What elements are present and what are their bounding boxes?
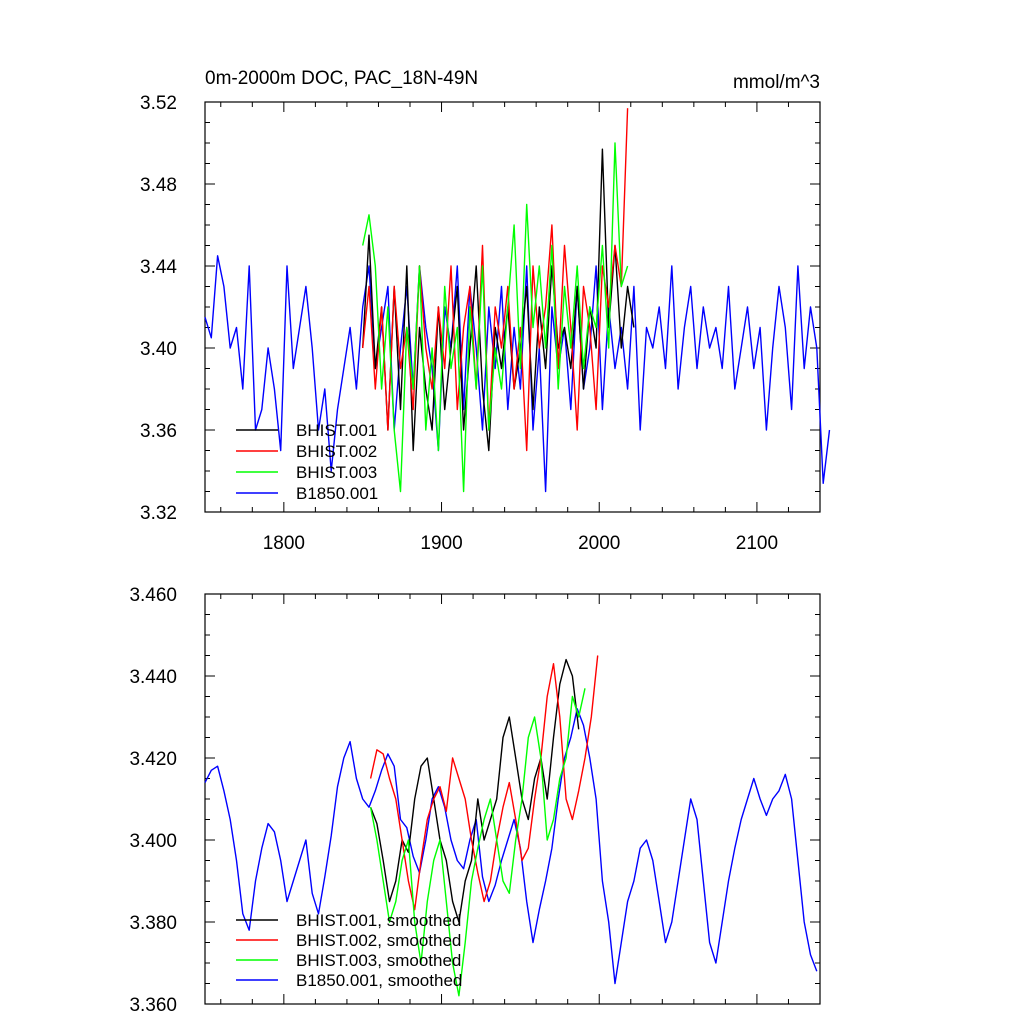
y-tick-label: 3.420 — [129, 749, 177, 770]
chart-units: mmol/m^3 — [733, 72, 820, 93]
series-line-b1850-001-smoothed — [204, 708, 818, 985]
y-tick-label: 3.440 — [129, 667, 177, 688]
bottom-chart-panel: 3.360 3.380 3.400 3.420 3.440 3.460 BHIST.001… — [129, 585, 821, 1016]
x-tick-label: 2000 — [578, 533, 620, 554]
series-line-bhist-002-smoothed — [369, 655, 599, 911]
y-tick-label: 3.400 — [129, 831, 177, 852]
legend-label: B1850.001, smoothed — [296, 971, 462, 990]
x-tick-label: 2100 — [736, 533, 778, 554]
series-line-bhist-001-smoothed — [369, 658, 580, 923]
x-tick-label: 1800 — [263, 533, 305, 554]
series-line-bhist-003 — [362, 142, 629, 493]
legend-label: BHIST.003, smoothed — [296, 951, 461, 970]
y-tick-label: 3.360 — [129, 995, 177, 1016]
legend-label: BHIST.002, smoothed — [296, 931, 461, 950]
top-chart-panel: 0m-2000m DOC, PAC_18N-49N mmol/m^3 3.32 3… — [140, 68, 831, 554]
legend-label: B1850.001 — [296, 484, 378, 503]
chart-title: 0m-2000m DOC, PAC_18N-49N — [205, 68, 478, 89]
series-line-bhist-002 — [362, 108, 629, 452]
y-tick-label: 3.48 — [140, 175, 177, 196]
legend-label: BHIST.001, smoothed — [296, 911, 461, 930]
legend-label: BHIST.003 — [296, 463, 377, 482]
legend-label: BHIST.001 — [296, 421, 377, 440]
bottom-plot-frame — [204, 593, 821, 1005]
legend-label: BHIST.002 — [296, 442, 377, 461]
y-tick-label: 3.44 — [140, 257, 177, 278]
y-tick-label: 3.380 — [129, 913, 177, 934]
series-line-bhist-003-smoothed — [369, 688, 586, 997]
y-tick-label: 3.40 — [140, 339, 177, 360]
y-tick-label: 3.460 — [129, 585, 177, 606]
y-tick-label: 3.52 — [140, 93, 177, 114]
x-tick-label: 1900 — [420, 533, 462, 554]
top-plot-frame — [204, 101, 821, 513]
y-tick-label: 3.32 — [140, 503, 177, 524]
y-tick-label: 3.36 — [140, 421, 177, 442]
